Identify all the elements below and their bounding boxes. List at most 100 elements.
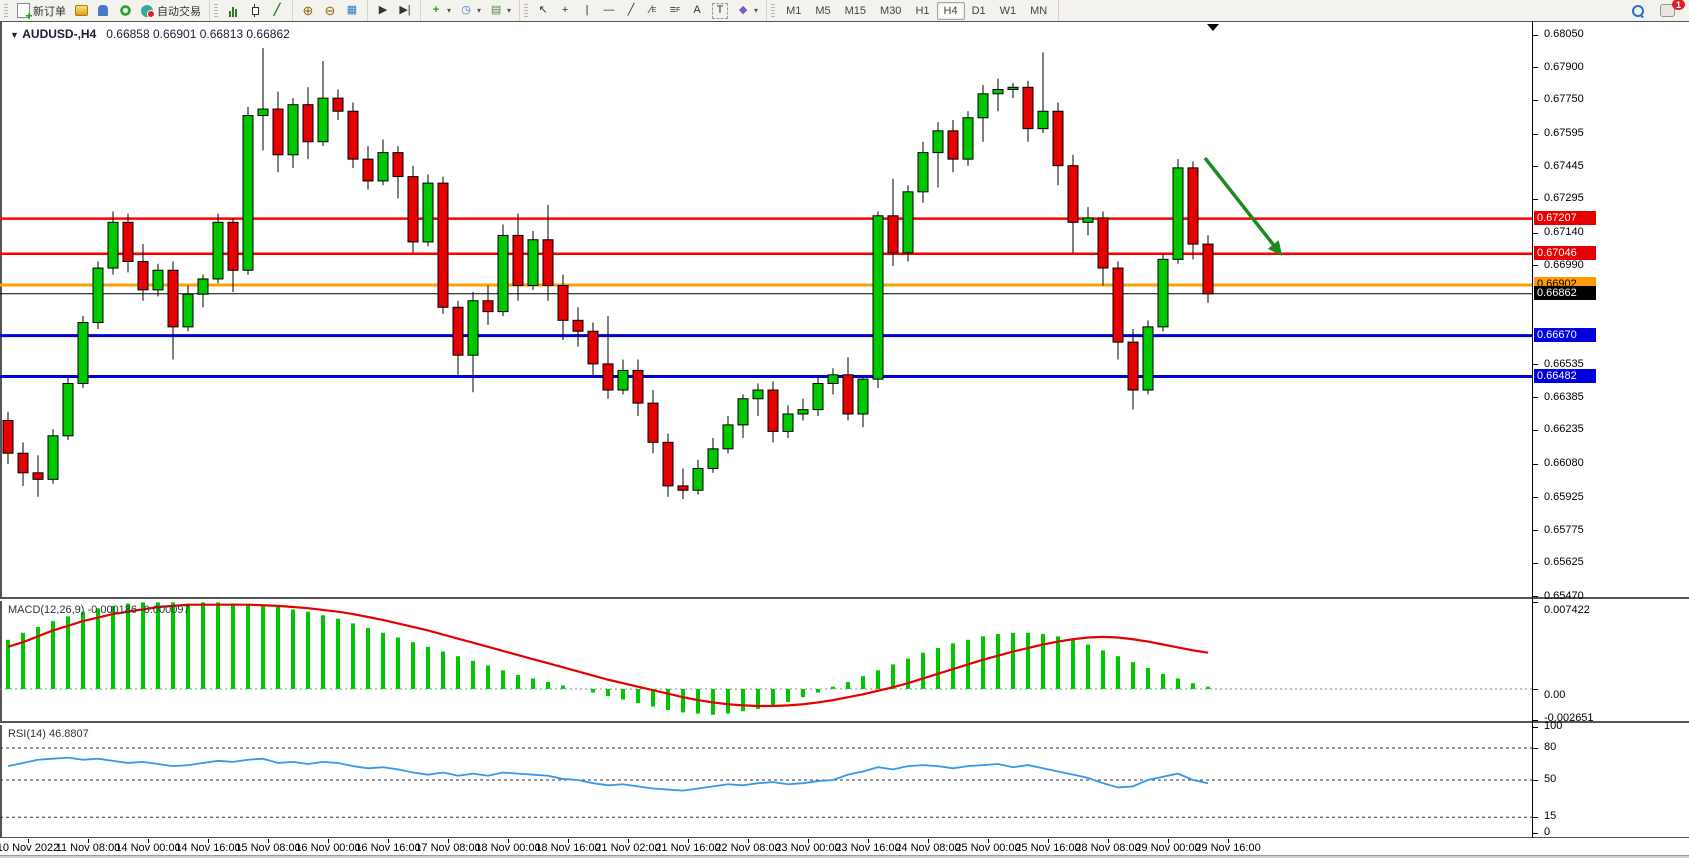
time-tick [1168,839,1169,843]
time-tick [508,839,509,843]
cursor-icon: ↖ [538,4,548,16]
toolbar-group-scroll: ▶ ▶| [368,0,421,21]
timeframe-h4-button[interactable]: H4 [936,1,965,20]
line-chart-button[interactable]: ╱ [266,3,288,19]
collapse-triangle-icon[interactable]: ▼ [10,30,19,40]
market-button[interactable] [70,3,92,19]
timeframe-m1-button[interactable]: M1 [786,4,802,17]
zoom-in-button[interactable]: ⊕ [297,3,319,19]
macd-panel[interactable] [0,601,1689,723]
text-label-button[interactable]: T [708,2,732,20]
timeframe-m30-button[interactable]: M30 [880,4,902,17]
toolbar-grip [4,3,8,18]
zoom-out-button[interactable]: ⊖ [319,3,341,19]
candle-body [17,452,29,474]
indicators-icon: + [432,4,440,16]
horizontal-line-button[interactable]: — [598,3,620,19]
price-tick-label: 0.66990 [1544,258,1584,271]
candle-body [752,389,764,400]
candle-body [617,369,629,391]
timeframe-h1-button[interactable]: H1 [915,4,930,17]
vertical-line-button[interactable]: | [576,3,598,19]
trend-arrow-head [1267,240,1283,256]
time-label: 23 Nov 16:00 [835,842,901,854]
search-icon [1632,4,1644,17]
candle-body [227,221,239,271]
templates-button[interactable]: ▤ ▾ [485,3,515,19]
candle-body [902,191,914,254]
candle-body [872,215,884,380]
candle-body [842,374,854,415]
broadcast-icon [119,5,131,16]
periods-button[interactable]: ◷ ▾ [455,3,485,19]
timeframe-d1-button[interactable]: D1 [971,4,986,17]
indicators-button[interactable]: + ▾ [425,3,455,19]
zoom-in-icon: ⊕ [302,3,314,18]
candle-body [632,369,644,404]
fibonacci-button[interactable]: ≡ F [664,3,686,19]
search-button[interactable] [1628,4,1648,18]
candle-body [242,115,254,271]
candle-body [1082,217,1094,223]
candle-body [77,322,89,385]
candle-body [1112,267,1124,343]
price-tick-label: 0.67295 [1544,192,1584,205]
candlestick-chart-button[interactable] [244,3,266,19]
time-tick [568,839,569,843]
candle-body [122,221,134,263]
candle-body [1022,86,1034,130]
time-label: 25 Nov 16:00 [1015,842,1081,854]
macd-values: -0.000186 -0.000097 [87,604,190,616]
text-button[interactable]: A [686,3,708,19]
notifications-button[interactable]: 1 [1656,0,1685,18]
window-bottom-edge [0,855,1689,858]
timeframe-m15-button[interactable]: M15 [844,4,867,17]
candle-body [92,267,104,324]
time-tick [1108,839,1109,843]
macd-axis-label: 0.007422 [1544,604,1590,616]
candle-body [1052,110,1064,167]
auto-trading-button[interactable]: 自动交易 [136,2,205,20]
candle-body [767,389,779,432]
candle-body [977,93,989,119]
macd-axis-label: 0.00 [1544,689,1566,701]
timeframe-mn-button[interactable]: MN [1030,4,1048,17]
candle-body [602,363,614,391]
price-tick [1533,562,1538,564]
rsi-axis-label: 15 [1544,810,1557,823]
timeframe-m5-button[interactable]: M5 [815,4,831,17]
arrows-button[interactable]: ◆ ▾ [732,3,762,19]
chart-shift-marker [1207,24,1219,31]
channel-button[interactable]: ∕ E [642,3,664,19]
time-axis[interactable]: 10 Nov 2022 11 Nov 08:00 14 Nov 00:00 14 No… [0,839,1689,855]
chart-title: ▼ AUDUSD-,H4 0.66858 0.66901 0.66813 0.6… [10,27,290,41]
horizontal-line-icon: — [603,4,615,16]
crosshair-icon: + [561,4,569,16]
candle-body [467,300,479,356]
chat-icon [1660,4,1675,17]
candle-body [797,409,809,415]
new-order-button[interactable]: 新订单 [12,2,70,22]
symbol-label: AUDUSD-,H4 [22,27,97,41]
candle-body [557,284,569,321]
cursor-button[interactable]: ↖ [532,3,554,19]
tile-windows-button[interactable]: ▦ [341,3,363,19]
trendline-button[interactable]: ╱ [620,3,642,19]
crosshair-button[interactable]: + [554,3,576,19]
chart-shift-button[interactable]: ▶| [394,3,416,19]
broadcast-button[interactable] [114,3,136,19]
price-tick-label: 0.66385 [1544,390,1584,403]
rsi-panel[interactable] [0,725,1689,838]
candle-body [812,383,824,411]
macd-tick [1533,689,1538,690]
candle-body [437,182,449,308]
timeframe-w1-button[interactable]: W1 [999,4,1017,17]
toolbar-right: 1 [1624,0,1689,21]
rsi-tick [1533,748,1538,750]
candle-body [197,278,209,295]
auto-scroll-button[interactable]: ▶ [372,3,394,19]
macd-tick [1533,602,1538,604]
signals-button[interactable] [92,3,114,19]
bar-chart-button[interactable] [222,4,244,18]
